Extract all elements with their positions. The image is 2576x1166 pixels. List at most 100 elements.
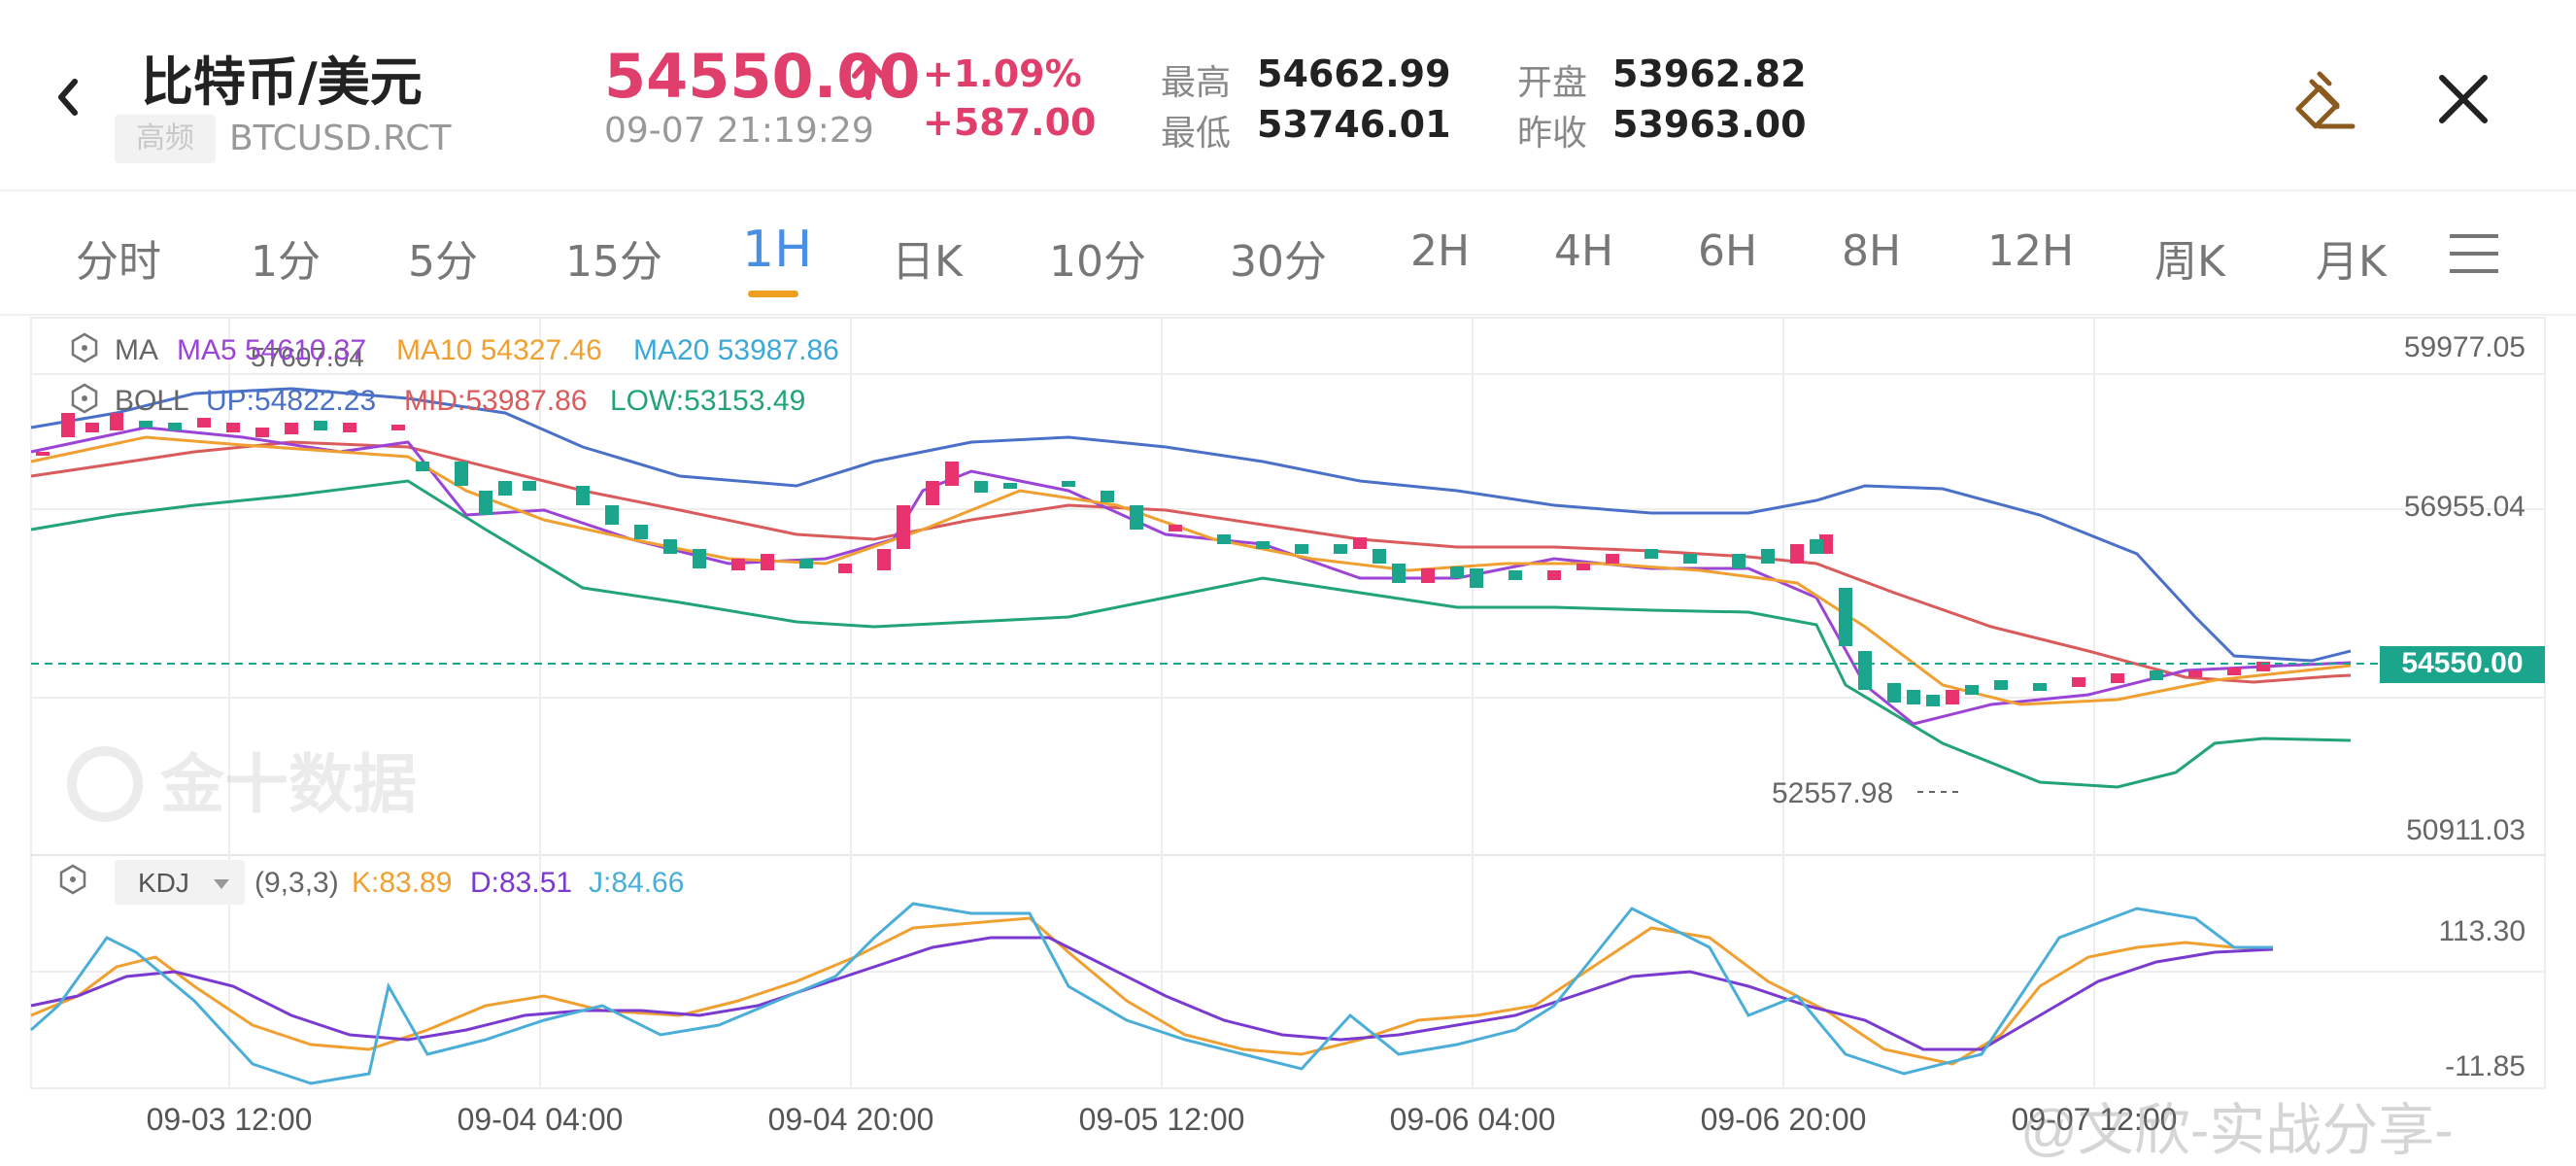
candle — [1887, 683, 1901, 703]
candle — [416, 462, 429, 471]
change-percent: +1.09% — [923, 52, 1082, 95]
price-tick-bottom: 50911.03 — [2406, 814, 2525, 846]
settings-hex-icon[interactable] — [71, 332, 98, 363]
current-price-tag-text: 54550.00 — [2401, 647, 2523, 679]
candle — [576, 486, 590, 505]
time-axis: 09-03 12:00 09-04 04:00 09-04 20:00 09-0… — [147, 1102, 2178, 1137]
candle — [663, 539, 677, 554]
candle — [945, 462, 959, 486]
open-label: 开盘 — [1517, 63, 1588, 103]
candle — [36, 452, 50, 456]
candle — [139, 421, 153, 428]
candle — [1606, 554, 1619, 564]
kdj-lines — [30, 902, 2274, 1085]
tab-1h[interactable]: 1H — [742, 221, 813, 279]
menu-icon[interactable] — [2448, 232, 2500, 275]
boll-lines — [30, 387, 2352, 789]
candle — [2188, 670, 2202, 677]
candle — [1761, 549, 1775, 564]
candle — [2072, 677, 2085, 687]
candle — [391, 425, 405, 430]
boll-mid-value: MID:53987.86 — [404, 385, 587, 417]
candle — [1062, 481, 1075, 487]
time-label: 09-06 20:00 — [1701, 1102, 1867, 1137]
min-price-marker: 52557.98 — [1772, 777, 1893, 809]
close-icon[interactable] — [2434, 70, 2492, 128]
candle — [1169, 525, 1182, 532]
candle — [634, 525, 648, 539]
ma-legend: MA MA5 54610.37 MA10 54327.46 MA20 53987… — [71, 332, 839, 366]
candle — [455, 462, 468, 486]
candle — [1470, 568, 1483, 588]
time-label: 09-03 12:00 — [147, 1102, 313, 1137]
candle — [1101, 491, 1114, 502]
back-chevron-icon[interactable] — [53, 76, 83, 119]
tab-month[interactable]: 月K — [2316, 237, 2387, 287]
kdj-label: KDJ — [138, 868, 189, 898]
ma5-value: MA5 54610.37 — [177, 334, 366, 366]
tab-4h[interactable]: 4H — [1554, 226, 1614, 276]
tab-6h[interactable]: 6H — [1698, 226, 1758, 276]
candle — [1683, 554, 1697, 564]
candle — [693, 549, 706, 568]
tab-5min[interactable]: 5分 — [408, 237, 478, 287]
kdj-selector[interactable] — [115, 860, 245, 905]
candle — [1644, 549, 1658, 559]
tab-8h[interactable]: 8H — [1842, 226, 1902, 276]
overlay-watermark-text: @文欣-实战分享- — [2020, 1099, 2454, 1162]
price-tick-top: 59977.05 — [2404, 331, 2525, 363]
time-label: 09-04 04:00 — [458, 1102, 624, 1137]
tab-12h[interactable]: 12H — [1987, 226, 2075, 276]
kdj-k-value: K:83.89 — [352, 867, 452, 899]
candle — [1373, 549, 1386, 564]
candlesticks — [36, 413, 2270, 706]
candle — [1965, 685, 1979, 695]
boll-lower-line — [30, 479, 2352, 789]
period-tab-bar: 分时 1分 5分 15分 1H 日K 10分 30分 2H 4H 6H 8H 1… — [0, 189, 2576, 316]
candle — [1858, 651, 1872, 690]
kdj-legend: KDJ (9,3,3) K:83.89 D:83.51 J:84.66 — [59, 860, 684, 905]
instrument-symbol: BTCUSD.RCT — [229, 119, 452, 158]
watermark-text: 金十数据 — [159, 748, 417, 820]
candle — [731, 559, 745, 570]
candle — [479, 491, 492, 515]
candle — [1392, 564, 1406, 583]
kline-chart-area[interactable]: 金十数据 54550.00 59977.05 56955.04 50911.03… — [0, 316, 2576, 1166]
time-label: 09-06 04:00 — [1390, 1102, 1556, 1137]
candle — [168, 423, 182, 430]
tab-timeshare[interactable]: 分时 — [76, 237, 161, 287]
candle — [926, 481, 939, 505]
frequency-badge: 高频 — [115, 115, 216, 163]
settings-hex-icon[interactable] — [71, 383, 98, 414]
settings-hex-icon[interactable] — [59, 864, 86, 895]
candle — [2256, 662, 2270, 671]
candle — [1926, 695, 1940, 706]
tab-15min[interactable]: 15分 — [565, 237, 662, 287]
candle — [605, 505, 619, 525]
kdj-tick-bottom: -11.85 — [2445, 1050, 2525, 1082]
candle — [1839, 588, 1852, 646]
candle — [197, 418, 211, 428]
candle — [799, 559, 813, 568]
current-price-tag — [2380, 646, 2545, 683]
kdj-j-line — [30, 902, 2273, 1085]
candle — [1353, 537, 1367, 549]
candle — [61, 413, 75, 437]
tab-1min[interactable]: 1分 — [251, 237, 321, 287]
candle — [2150, 670, 2163, 680]
ma10-value: MA10 54327.46 — [396, 334, 602, 366]
chevron-down-icon — [214, 879, 229, 889]
candle — [255, 428, 269, 437]
up-arrow-icon — [852, 57, 885, 100]
tab-2h[interactable]: 2H — [1410, 226, 1471, 276]
tab-week[interactable]: 周K — [2154, 237, 2225, 287]
tab-30min[interactable]: 30分 — [1230, 237, 1327, 287]
candle — [1994, 680, 2008, 690]
drawing-tool-icon[interactable] — [2290, 66, 2358, 134]
tab-day[interactable]: 日K — [892, 237, 963, 287]
high-label: 最高 — [1161, 63, 1232, 103]
tab-10min[interactable]: 10分 — [1049, 237, 1146, 287]
candle — [2111, 673, 2124, 683]
kdj-d-line — [30, 936, 2274, 1051]
candle — [1907, 690, 1920, 704]
